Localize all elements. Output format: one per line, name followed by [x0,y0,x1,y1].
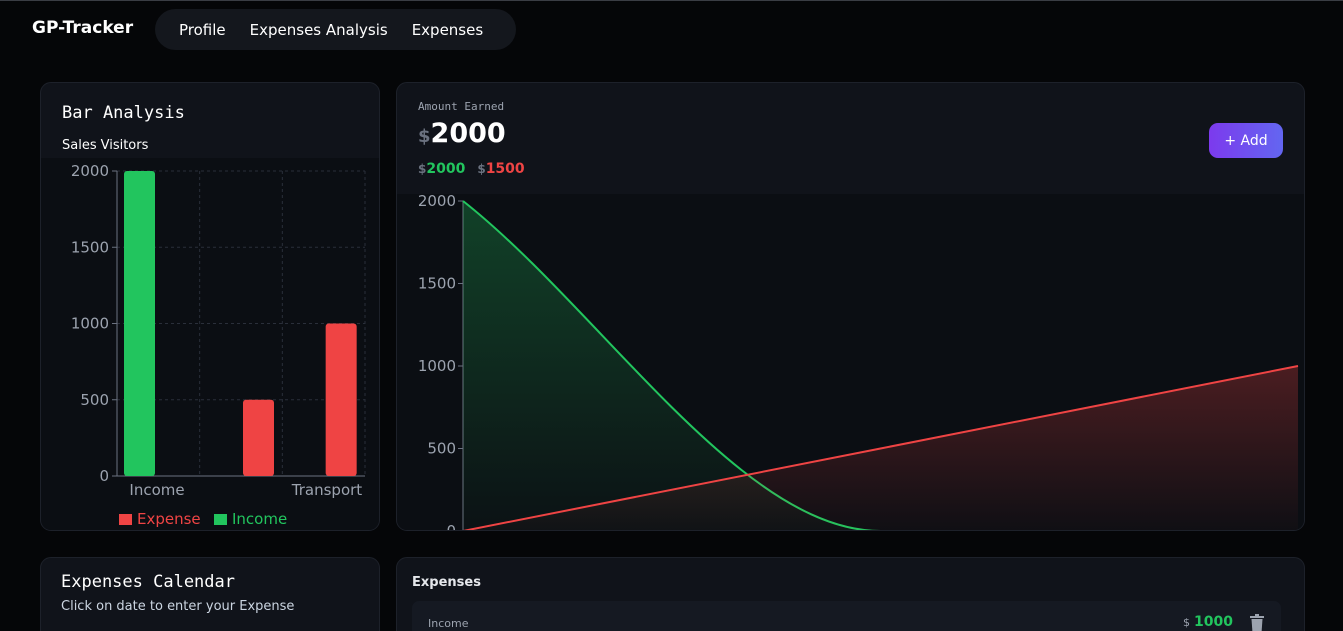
y-tick-label: 500 [427,440,456,458]
amount-earned-value: $2000 [418,118,506,149]
legend-label: Expense [137,510,201,528]
brand-logo[interactable]: GP-Tracker [32,18,134,38]
add-button[interactable]: + Add [1209,123,1283,158]
expenses-calendar-card: Expenses Calendar Click on date to enter… [40,557,380,631]
expense-row-value: 1000 [1194,614,1233,630]
legend-label: Income [232,510,287,528]
y-tick-label: 2000 [71,162,109,180]
nav-item-profile[interactable]: Profile [179,20,226,39]
x-tick-label: Income [129,481,184,499]
y-tick-label: 1500 [71,238,109,256]
expense-total: $1500 [477,161,524,177]
bar-expense-transport[interactable] [325,323,357,477]
nav-item-expenses-analysis[interactable]: Expenses Analysis [249,20,388,39]
y-tick-label: 1000 [418,357,456,375]
series-line-1[interactable] [462,365,1299,531]
trash-icon[interactable] [1249,614,1265,631]
currency-symbol: $ [418,126,431,147]
bar-income-income[interactable] [124,171,155,476]
amount-earned-label: Amount Earned [418,100,505,113]
bar-analysis-title: Bar Analysis [62,103,185,123]
x-tick-label: Transport [291,481,363,499]
y-tick-label: 500 [80,391,109,409]
income-expense-summary: $2000 $1500 [418,161,525,177]
y-tick-label: 1500 [418,275,456,293]
y-tick-label: 1000 [71,315,109,333]
bar-chart-tabs: Sales Visitors [62,138,148,153]
list-item[interactable]: Income $1000 [412,601,1281,631]
y-tick-label: 2000 [418,192,456,210]
bar-analysis-card: Bar Analysis Sales Visitors 0 500 1000 1500… [40,82,380,531]
income-total: $2000 [418,161,465,177]
y-tick-label: 0 [446,522,456,531]
expenses-calendar-title: Expenses Calendar [61,572,235,592]
bar-expense-entertainment[interactable] [243,399,274,476]
y-tick-label: 0 [99,467,109,485]
area-chart: 0500100015002000IncomeEntertainmentTrans… [418,192,1299,531]
tab-sales[interactable]: Sales [62,138,97,153]
income-total-value: 2000 [426,161,466,177]
tab-visitors[interactable]: Visitors [100,138,149,153]
main-nav: Profile Expenses Analysis Expenses [155,9,516,50]
currency-symbol: $ [418,162,427,176]
expenses-list-card: Expenses Income $1000 [396,557,1305,631]
expense-total-value: 1500 [485,161,525,177]
currency-symbol: $ [477,162,486,176]
bar-plot-area [41,158,379,530]
currency-symbol: $ [1183,616,1191,629]
legend-swatch [119,514,132,525]
expense-row-label: Income [428,617,469,630]
expense-row-amount: $1000 [1183,614,1233,630]
expenses-calendar-subtitle: Click on date to enter your Expense [61,599,295,614]
amount-earned-number: 2000 [430,118,506,149]
area-fill-0 [463,201,865,530]
expenses-list-title: Expenses [412,575,481,590]
amount-earned-card: Amount Earned $2000 $2000 $1500 + Add 0 5… [396,82,1305,531]
legend-swatch [214,514,227,525]
nav-item-expenses[interactable]: Expenses [411,20,484,39]
